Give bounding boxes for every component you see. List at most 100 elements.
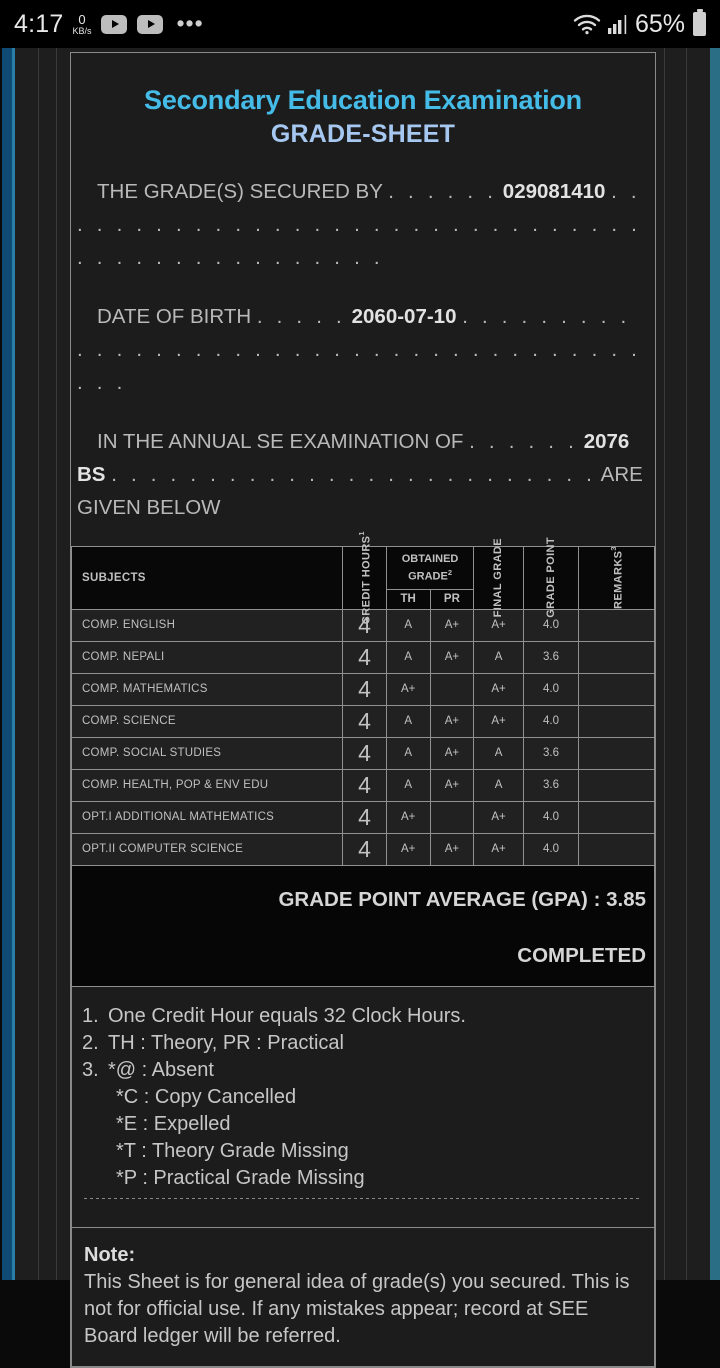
network-speed-indicator: 0 KB/s bbox=[72, 13, 91, 36]
footnote-subitem: *C : Copy Cancelled bbox=[82, 1084, 644, 1111]
cell-remarks bbox=[579, 737, 655, 769]
footnote-item: 1. One Credit Hour equals 32 Clock Hours… bbox=[82, 1003, 644, 1030]
cell-final-grade: A+ bbox=[474, 705, 524, 737]
cell-grade-point: 4.0 bbox=[523, 801, 578, 833]
cell-final-grade: A bbox=[474, 737, 524, 769]
cell-theory-grade: A+ bbox=[386, 801, 430, 833]
cell-remarks bbox=[579, 705, 655, 737]
cell-remarks bbox=[579, 769, 655, 801]
more-icon: ••• bbox=[176, 19, 203, 28]
cell-theory-grade: A bbox=[386, 641, 430, 673]
cell-theory-grade: A+ bbox=[386, 833, 430, 865]
col-header-credit-hours: CREDIT HOURS1 bbox=[343, 547, 387, 610]
candidate-symbol-line: THE GRADE(S) SECURED BY . . . . . . 0290… bbox=[71, 175, 655, 274]
col-header-th: TH bbox=[386, 589, 430, 609]
cell-credit-hours: 4 bbox=[343, 705, 387, 737]
cell-practical-grade bbox=[430, 801, 474, 833]
leader-dots: . . . . . . bbox=[469, 430, 578, 453]
cell-credit-hours: 4 bbox=[343, 673, 387, 705]
col-header-remarks: REMARKS3 bbox=[579, 547, 655, 610]
cell-theory-grade: A+ bbox=[386, 673, 430, 705]
gutter-line bbox=[664, 48, 665, 1280]
cell-remarks bbox=[579, 673, 655, 705]
status-time: 4:17 bbox=[14, 10, 63, 39]
footnote-subitem: *T : Theory Grade Missing bbox=[82, 1138, 644, 1165]
cell-practical-grade: A+ bbox=[430, 769, 474, 801]
cell-credit-hours: 4 bbox=[343, 737, 387, 769]
footnotes-section: 1. One Credit Hour equals 32 Clock Hours… bbox=[71, 987, 655, 1228]
cell-practical-grade: A+ bbox=[430, 705, 474, 737]
signal-icon bbox=[607, 13, 629, 35]
col-header-obtained-grade: OBTAINED GRADE2 bbox=[386, 547, 473, 590]
gpa-value: GRADE POINT AVERAGE (GPA) : 3.85 bbox=[80, 888, 646, 912]
footnote-number: 3. bbox=[82, 1057, 108, 1084]
footnote-subitem: *P : Practical Grade Missing bbox=[82, 1165, 644, 1192]
cell-final-grade: A+ bbox=[474, 801, 524, 833]
footnote-number: 2. bbox=[82, 1030, 108, 1057]
cell-theory-grade: A bbox=[386, 769, 430, 801]
status-bar: 4:17 0 KB/s ••• 65% bbox=[0, 0, 720, 48]
cell-grade-point: 3.6 bbox=[523, 641, 578, 673]
cell-grade-point: 4.0 bbox=[523, 705, 578, 737]
cell-subject: OPT.I ADDITIONAL MATHEMATICS bbox=[72, 801, 343, 833]
cell-credit-hours: 4 bbox=[343, 769, 387, 801]
footnote-subitem: *E : Expelled bbox=[82, 1111, 644, 1138]
note-body: This Sheet is for general idea of grade(… bbox=[84, 1269, 642, 1350]
footnote-number: 1. bbox=[82, 1003, 108, 1030]
note-section: Note: This Sheet is for general idea of … bbox=[71, 1228, 655, 1367]
cell-subject: OPT.II COMPUTER SCIENCE bbox=[72, 833, 343, 865]
cell-subject: COMP. MATHEMATICS bbox=[72, 673, 343, 705]
right-edge-bar bbox=[710, 48, 720, 1280]
footnote-text: One Credit Hour equals 32 Clock Hours. bbox=[108, 1003, 466, 1030]
footnotes-divider bbox=[84, 1198, 642, 1199]
leader-dots: . . . . . . . . . . . . . . . . . . . . … bbox=[111, 463, 596, 486]
network-speed-unit: KB/s bbox=[72, 27, 91, 36]
cell-theory-grade: A bbox=[386, 609, 430, 641]
cell-grade-point: 3.6 bbox=[523, 737, 578, 769]
col-header-final-grade: FINAL GRADE bbox=[474, 547, 524, 610]
cell-final-grade: A bbox=[474, 769, 524, 801]
cell-final-grade: A bbox=[474, 641, 524, 673]
cell-practical-grade: A+ bbox=[430, 609, 474, 641]
note-heading: Note: bbox=[84, 1244, 135, 1266]
gutter-line bbox=[686, 48, 687, 1280]
gpa-summary-box: GRADE POINT AVERAGE (GPA) : 3.85 COMPLET… bbox=[71, 866, 655, 987]
page-subtitle: GRADE-SHEET bbox=[71, 120, 655, 149]
left-scrollbar[interactable] bbox=[12, 48, 15, 1280]
cell-practical-grade: A+ bbox=[430, 641, 474, 673]
date-of-birth-line: DATE OF BIRTH . . . . . 2060-07-10 . . .… bbox=[71, 300, 655, 399]
leader-dots: . . . . . bbox=[257, 305, 346, 328]
dob-label: DATE OF BIRTH bbox=[97, 305, 251, 328]
cell-final-grade: A+ bbox=[474, 673, 524, 705]
col-header-grade-point: GRADE POINT bbox=[523, 547, 578, 610]
cell-final-grade: A+ bbox=[474, 833, 524, 865]
exam-year-line: IN THE ANNUAL SE EXAMINATION OF . . . . … bbox=[71, 425, 655, 524]
network-speed-value: 0 bbox=[78, 13, 85, 26]
cell-remarks bbox=[579, 641, 655, 673]
cell-theory-grade: A bbox=[386, 705, 430, 737]
cell-credit-hours: 4 bbox=[343, 641, 387, 673]
gutter-line bbox=[38, 48, 39, 1280]
footnote-item: 2. TH : Theory, PR : Practical bbox=[82, 1030, 644, 1057]
cell-grade-point: 4.0 bbox=[523, 673, 578, 705]
grades-table-head: SUBJECTS CREDIT HOURS1 OBTAINED GRADE2 F… bbox=[72, 547, 655, 610]
exam-label: IN THE ANNUAL SE EXAMINATION OF bbox=[97, 430, 463, 453]
cell-remarks bbox=[579, 609, 655, 641]
wifi-icon bbox=[573, 13, 601, 35]
gutter-line bbox=[56, 48, 57, 1280]
symbol-number: 029081410 bbox=[503, 180, 606, 203]
col-header-pr: PR bbox=[430, 589, 474, 609]
cell-subject: COMP. SOCIAL STUDIES bbox=[72, 737, 343, 769]
battery-percent: 65% bbox=[635, 10, 685, 39]
cell-practical-grade bbox=[430, 673, 474, 705]
left-edge-bar bbox=[2, 48, 12, 1280]
cell-subject: COMP. HEALTH, POP & ENV EDU bbox=[72, 769, 343, 801]
youtube-icon bbox=[101, 15, 127, 34]
